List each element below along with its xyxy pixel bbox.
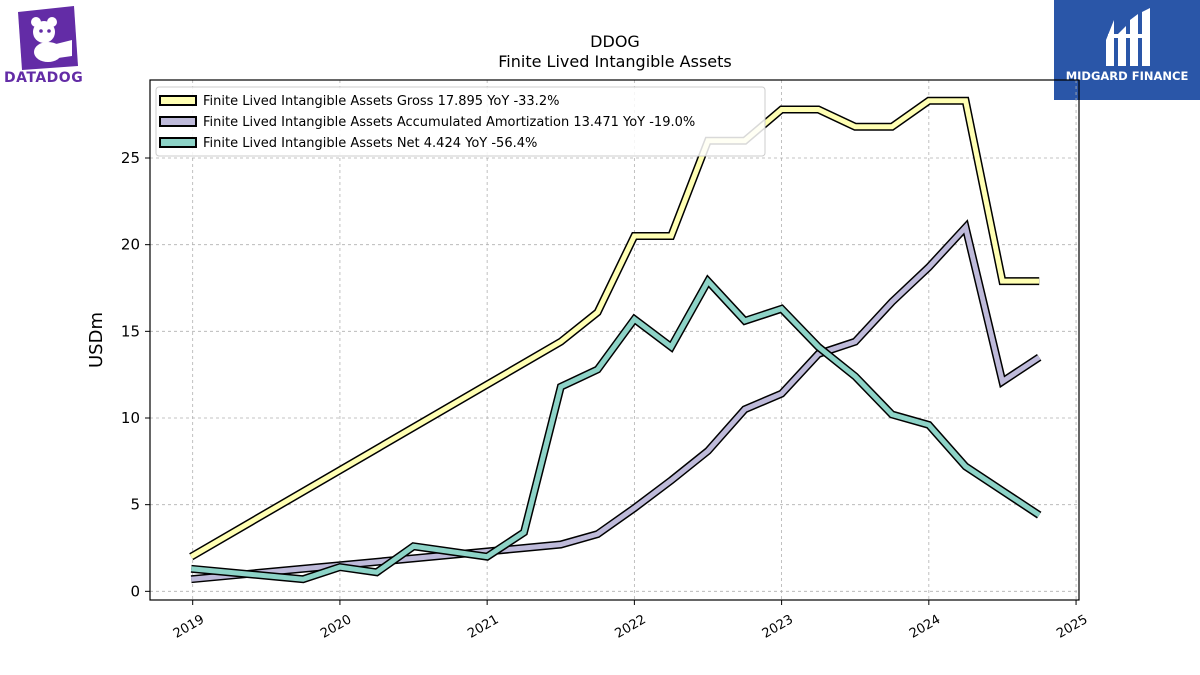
series-line-0 <box>189 98 1040 559</box>
x-tick-label: 2022 <box>613 612 649 642</box>
series-lines <box>189 96 1042 584</box>
x-tick-label: 2019 <box>171 612 207 642</box>
y-tick-label: 0 <box>130 582 140 600</box>
midgard-logo-text: MIDGARD FINANCE <box>1065 69 1189 83</box>
series-outline-0 <box>189 96 1040 561</box>
midgard-logo-icon <box>1106 8 1150 66</box>
y-tick-label: 10 <box>121 409 140 427</box>
y-tick-label: 20 <box>121 236 140 254</box>
y-axis-label: USDm <box>86 312 107 368</box>
chart-ticker: DDOG <box>590 32 640 51</box>
chart-title: Finite Lived Intangible Assets <box>498 52 732 71</box>
datadog-logo-icon <box>18 6 78 70</box>
datadog-logo-text: DATADOG <box>4 70 84 86</box>
legend-label-1: Finite Lived Intangible Assets Accumulat… <box>203 115 695 130</box>
grid-lines <box>150 80 1079 600</box>
x-tick-label: 2021 <box>465 612 501 642</box>
series-line-1 <box>190 222 1041 582</box>
legend-swatch-1 <box>159 116 197 127</box>
series-line-2 <box>190 276 1041 582</box>
x-tick-label: 2020 <box>318 612 354 642</box>
y-tick-label: 25 <box>121 149 140 167</box>
plot-frame <box>149 79 1080 601</box>
legend-swatch-2 <box>159 137 197 148</box>
legend: Finite Lived Intangible Assets Gross 17.… <box>155 86 766 157</box>
legend-box <box>155 86 766 157</box>
midgard-finance-logo: MIDGARD FINANCE <box>1054 0 1200 100</box>
legend-swatch-0 <box>159 95 197 106</box>
y-tick-label: 15 <box>121 322 140 340</box>
y-tick-label: 5 <box>130 496 140 514</box>
series-outline-2 <box>190 274 1042 584</box>
x-tick-label: 2024 <box>907 612 943 642</box>
legend-label-0: Finite Lived Intangible Assets Gross 17.… <box>203 94 559 109</box>
x-tick-label: 2023 <box>760 612 796 642</box>
legend-label-2: Finite Lived Intangible Assets Net 4.424… <box>203 136 537 151</box>
x-tick-label: 2025 <box>1054 612 1090 642</box>
